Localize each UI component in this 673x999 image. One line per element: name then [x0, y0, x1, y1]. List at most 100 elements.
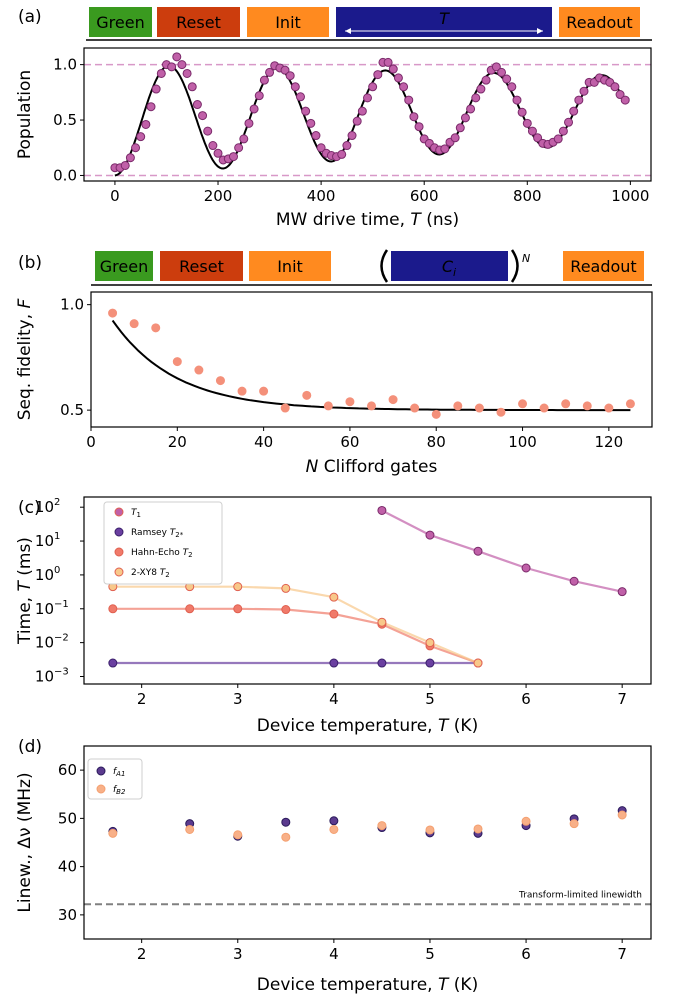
x-tick-label: 3	[233, 945, 243, 963]
x-tick-label: 80	[427, 433, 446, 451]
label-part: i	[453, 266, 456, 279]
rabi-point	[533, 133, 543, 143]
rb-point	[129, 319, 139, 329]
rabi-point	[393, 73, 403, 83]
linewidth-point	[617, 810, 627, 820]
y-tick-label: 0.5	[53, 111, 77, 129]
label-part: Clifford gates	[318, 457, 437, 477]
y-tick-label: 30	[58, 906, 77, 924]
rb-point	[215, 376, 225, 386]
x-axis-label: Device temperature, T (K)	[257, 716, 478, 736]
rabi-point	[203, 126, 213, 136]
rabi-point	[368, 82, 378, 92]
rabi-point	[558, 126, 568, 136]
pulse-label-reset: Reset	[179, 257, 224, 276]
series-point	[281, 605, 291, 615]
pulse-green	[89, 7, 152, 37]
pulse-t	[336, 7, 552, 37]
rabi-point	[239, 134, 249, 144]
repeat-exponent: N	[522, 252, 530, 265]
label-part: f	[113, 767, 118, 777]
rabi-point	[187, 82, 197, 92]
y-tick-label: 10	[35, 667, 54, 685]
rabi-point	[507, 82, 517, 92]
label-part: 2	[188, 551, 192, 559]
plot-frame-d	[83, 745, 652, 940]
linewidth-point	[521, 816, 531, 826]
pulse-ci	[391, 251, 508, 281]
rabi-point	[301, 106, 311, 116]
pulse-label-init: Init	[277, 257, 303, 276]
series-point	[108, 658, 118, 668]
rabi-point	[610, 82, 620, 92]
pulse-label-green: Green	[100, 257, 148, 276]
pulse-init	[247, 7, 329, 37]
series-point	[377, 505, 387, 515]
linewidth-point	[281, 832, 291, 842]
rb-point	[453, 401, 463, 411]
rabi-point	[564, 117, 574, 127]
series-point	[377, 617, 387, 627]
x-axis-label: Device temperature, T (K)	[257, 975, 478, 995]
series-point	[281, 583, 291, 593]
rabi-point	[357, 106, 367, 116]
x-tick-label: 600	[410, 187, 439, 205]
rabi-point	[517, 107, 527, 117]
linewidth-point	[329, 816, 339, 826]
rb-point	[496, 407, 506, 417]
transform-limit-label: Transform-limited linewidth	[518, 890, 642, 900]
legend-marker	[96, 784, 106, 794]
label-part: B2	[116, 788, 126, 796]
rabi-point	[466, 104, 476, 114]
rb-point	[237, 386, 247, 396]
label-part: 1	[137, 511, 141, 519]
rb-point	[108, 308, 118, 318]
label-part: T	[131, 508, 138, 518]
linewidth-point	[377, 821, 387, 831]
linewidth-point	[329, 824, 339, 834]
label-part: Device temperature,	[257, 716, 438, 736]
rabi-point	[476, 84, 486, 94]
rabi-point	[295, 92, 305, 102]
pulse-init	[249, 251, 331, 281]
legend-label: T1	[131, 508, 141, 519]
series-point	[569, 576, 579, 586]
y-tick-exponent: 1	[54, 531, 60, 542]
y-tick-label: 10	[35, 634, 54, 652]
label-part: Device temperature,	[257, 975, 438, 995]
x-tick-label: 20	[168, 433, 187, 451]
rabi-point	[120, 160, 130, 170]
pulse-label-readout: Readout	[570, 257, 636, 276]
linewidth-point	[569, 819, 579, 829]
x-tick-label: 6	[521, 690, 531, 708]
rabi-point	[228, 152, 238, 162]
y-tick-label: 60	[58, 761, 77, 779]
rb-point	[431, 409, 441, 419]
rb-point	[410, 403, 420, 413]
linewidth-point	[185, 824, 195, 834]
series-point	[233, 604, 243, 614]
label-part: T	[170, 528, 177, 538]
y-tick-exponent: 0	[54, 565, 60, 576]
label-part: T	[438, 975, 450, 995]
x-tick-label: 120	[595, 433, 624, 451]
label-part: f	[113, 785, 118, 795]
label-part: 2*	[175, 531, 183, 539]
series-point	[425, 638, 435, 648]
series-fit-line	[112, 585, 479, 665]
label-part: T	[438, 716, 450, 736]
linewidth-point	[473, 824, 483, 834]
rb-point	[280, 403, 290, 413]
label-part: (ns)	[421, 210, 459, 230]
rb-point	[539, 403, 549, 413]
series-point	[617, 587, 627, 597]
label-part: 2-XY8	[131, 568, 160, 578]
x-tick-label: 2	[137, 690, 147, 708]
x-tick-label: 7	[617, 690, 627, 708]
y-axis-label: Seq. fidelity, F	[15, 298, 35, 420]
rb-point	[625, 399, 635, 409]
rabi-point	[409, 112, 419, 122]
right-paren	[510, 249, 519, 283]
legend-label: fA1	[113, 767, 125, 778]
rabi-point	[450, 133, 460, 143]
